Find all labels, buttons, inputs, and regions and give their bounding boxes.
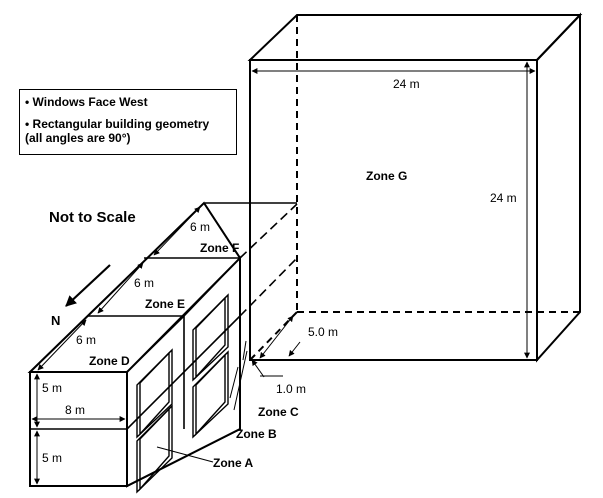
not-to-scale-label: Not to Scale: [49, 209, 136, 226]
g-width-label: 24 m: [393, 77, 420, 91]
lower-height-label: 5 m: [42, 451, 62, 465]
zone-b-label: Zone B: [236, 427, 277, 441]
g-height-label: 24 m: [490, 191, 517, 205]
zone-g-label: Zone G: [366, 169, 407, 183]
dimension-lines: [31, 61, 536, 485]
zone-f-depth-label: 6 m: [190, 220, 210, 234]
gap-width-label: 1.0 m: [276, 382, 306, 396]
zone-a-label: Zone A: [213, 456, 254, 470]
zone-g-box: [247, 12, 583, 363]
zone-e-label: Zone E: [145, 297, 185, 311]
note-angles: (all angles are 90°): [25, 131, 131, 145]
windows: [136, 293, 229, 494]
zone-e-depth-label: 6 m: [134, 276, 154, 290]
notes-box: • Windows Face West • Rectangular buildi…: [19, 89, 237, 155]
connection-dashed-lines: [239, 203, 298, 317]
zone-d-label: Zone D: [89, 354, 130, 368]
note-geometry: • Rectangular building geometry: [25, 117, 210, 131]
zone-f-label: Zone F: [200, 241, 239, 255]
note-windows: • Windows Face West: [25, 95, 148, 109]
gap-depth-label: 5.0 m: [308, 325, 338, 339]
zone-c-label: Zone C: [258, 405, 299, 419]
upper-height-label: 5 m: [42, 381, 62, 395]
leader-lines: [156, 340, 248, 463]
zone-width-label: 8 m: [65, 403, 85, 417]
zone-d-depth-label: 6 m: [76, 333, 96, 347]
north-label: N: [51, 313, 60, 328]
north-arrow-icon: [65, 264, 111, 307]
zone-g-hidden-edges: [249, 15, 580, 361]
